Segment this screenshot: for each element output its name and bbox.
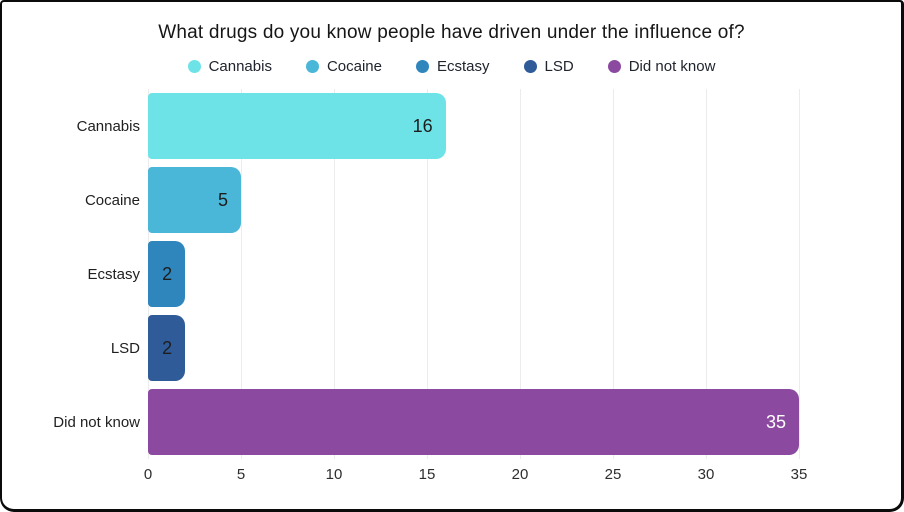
x-tick-label: 30 [697,466,715,483]
bar-row-ecstasy: Ecstasy 2 [6,237,799,311]
legend-label: LSD [544,57,574,75]
legend-dot-icon [305,59,319,73]
category-label: LSD [110,339,140,357]
bar-chart-plot: Cannabis 16 Cocaine 5 Ecstasy 2 LSD 2 Did not kn… [6,89,800,459]
gridline [799,89,800,459]
x-tick-label: 0 [143,466,153,483]
gridline [334,89,335,459]
gridline [520,89,521,459]
x-tick-label: 5 [236,466,246,483]
legend-label: Cocaine [326,57,382,75]
x-tick-label: 25 [604,466,622,483]
gridline [427,89,428,459]
bar-track: 35 [148,385,799,459]
bar-row-cocaine: Cocaine 5 [6,163,799,237]
bar-ecstasy: 2 [148,241,186,307]
legend-item-cocaine: Cocaine [305,57,382,75]
legend-dot-icon [187,59,201,73]
legend-label: Did not know [628,57,716,75]
chart-title: What drugs do you know people have drive… [158,22,745,43]
bar-row-lsd: LSD 2 [6,311,799,385]
x-axis: 0 5 10 15 20 25 30 35 [144,463,808,489]
bar-cannabis: 16 [148,93,446,159]
category-label: Ecstasy [87,265,140,283]
value-label: 2 [162,263,173,284]
value-label: 5 [217,189,228,210]
gridline [706,89,707,459]
legend-dot-icon [523,59,537,73]
legend-item-did-not-know: Did not know [607,57,716,75]
legend-label: Ecstasy [437,57,490,75]
bar-row-cannabis: Cannabis 16 [6,89,799,163]
bar-track: 5 [148,163,799,237]
bar-track: 2 [148,237,799,311]
bar-cocaine: 5 [148,167,241,233]
bar-row-did-not-know: Did not know 35 [6,385,799,459]
value-label: 16 [412,115,433,136]
category-label: Cocaine [84,191,140,209]
bar-track: 16 [148,89,799,163]
legend-item-ecstasy: Ecstasy [416,58,490,75]
bar-track: 2 [148,311,799,385]
value-label: 2 [162,337,173,358]
legend: Cannabis Cocaine Ecstasy LSD Did not know [2,57,901,75]
legend-item-lsd: LSD [523,57,574,75]
legend-dot-icon [607,59,621,73]
value-label: 35 [765,411,786,432]
bar-did-not-know: 35 [148,389,799,455]
x-tick-label: 10 [325,466,343,483]
gridline [241,89,242,459]
gridline [613,89,614,459]
category-label: Did not know [53,413,140,431]
x-tick-label: 20 [511,466,529,483]
legend-item-cannabis: Cannabis [187,57,272,75]
x-tick-label: 35 [790,466,808,483]
legend-dot-icon [416,59,429,73]
legend-label: Cannabis [208,57,272,75]
category-label: Cannabis [76,117,140,135]
x-tick-label: 15 [418,466,436,483]
bar-lsd: 2 [148,315,186,381]
